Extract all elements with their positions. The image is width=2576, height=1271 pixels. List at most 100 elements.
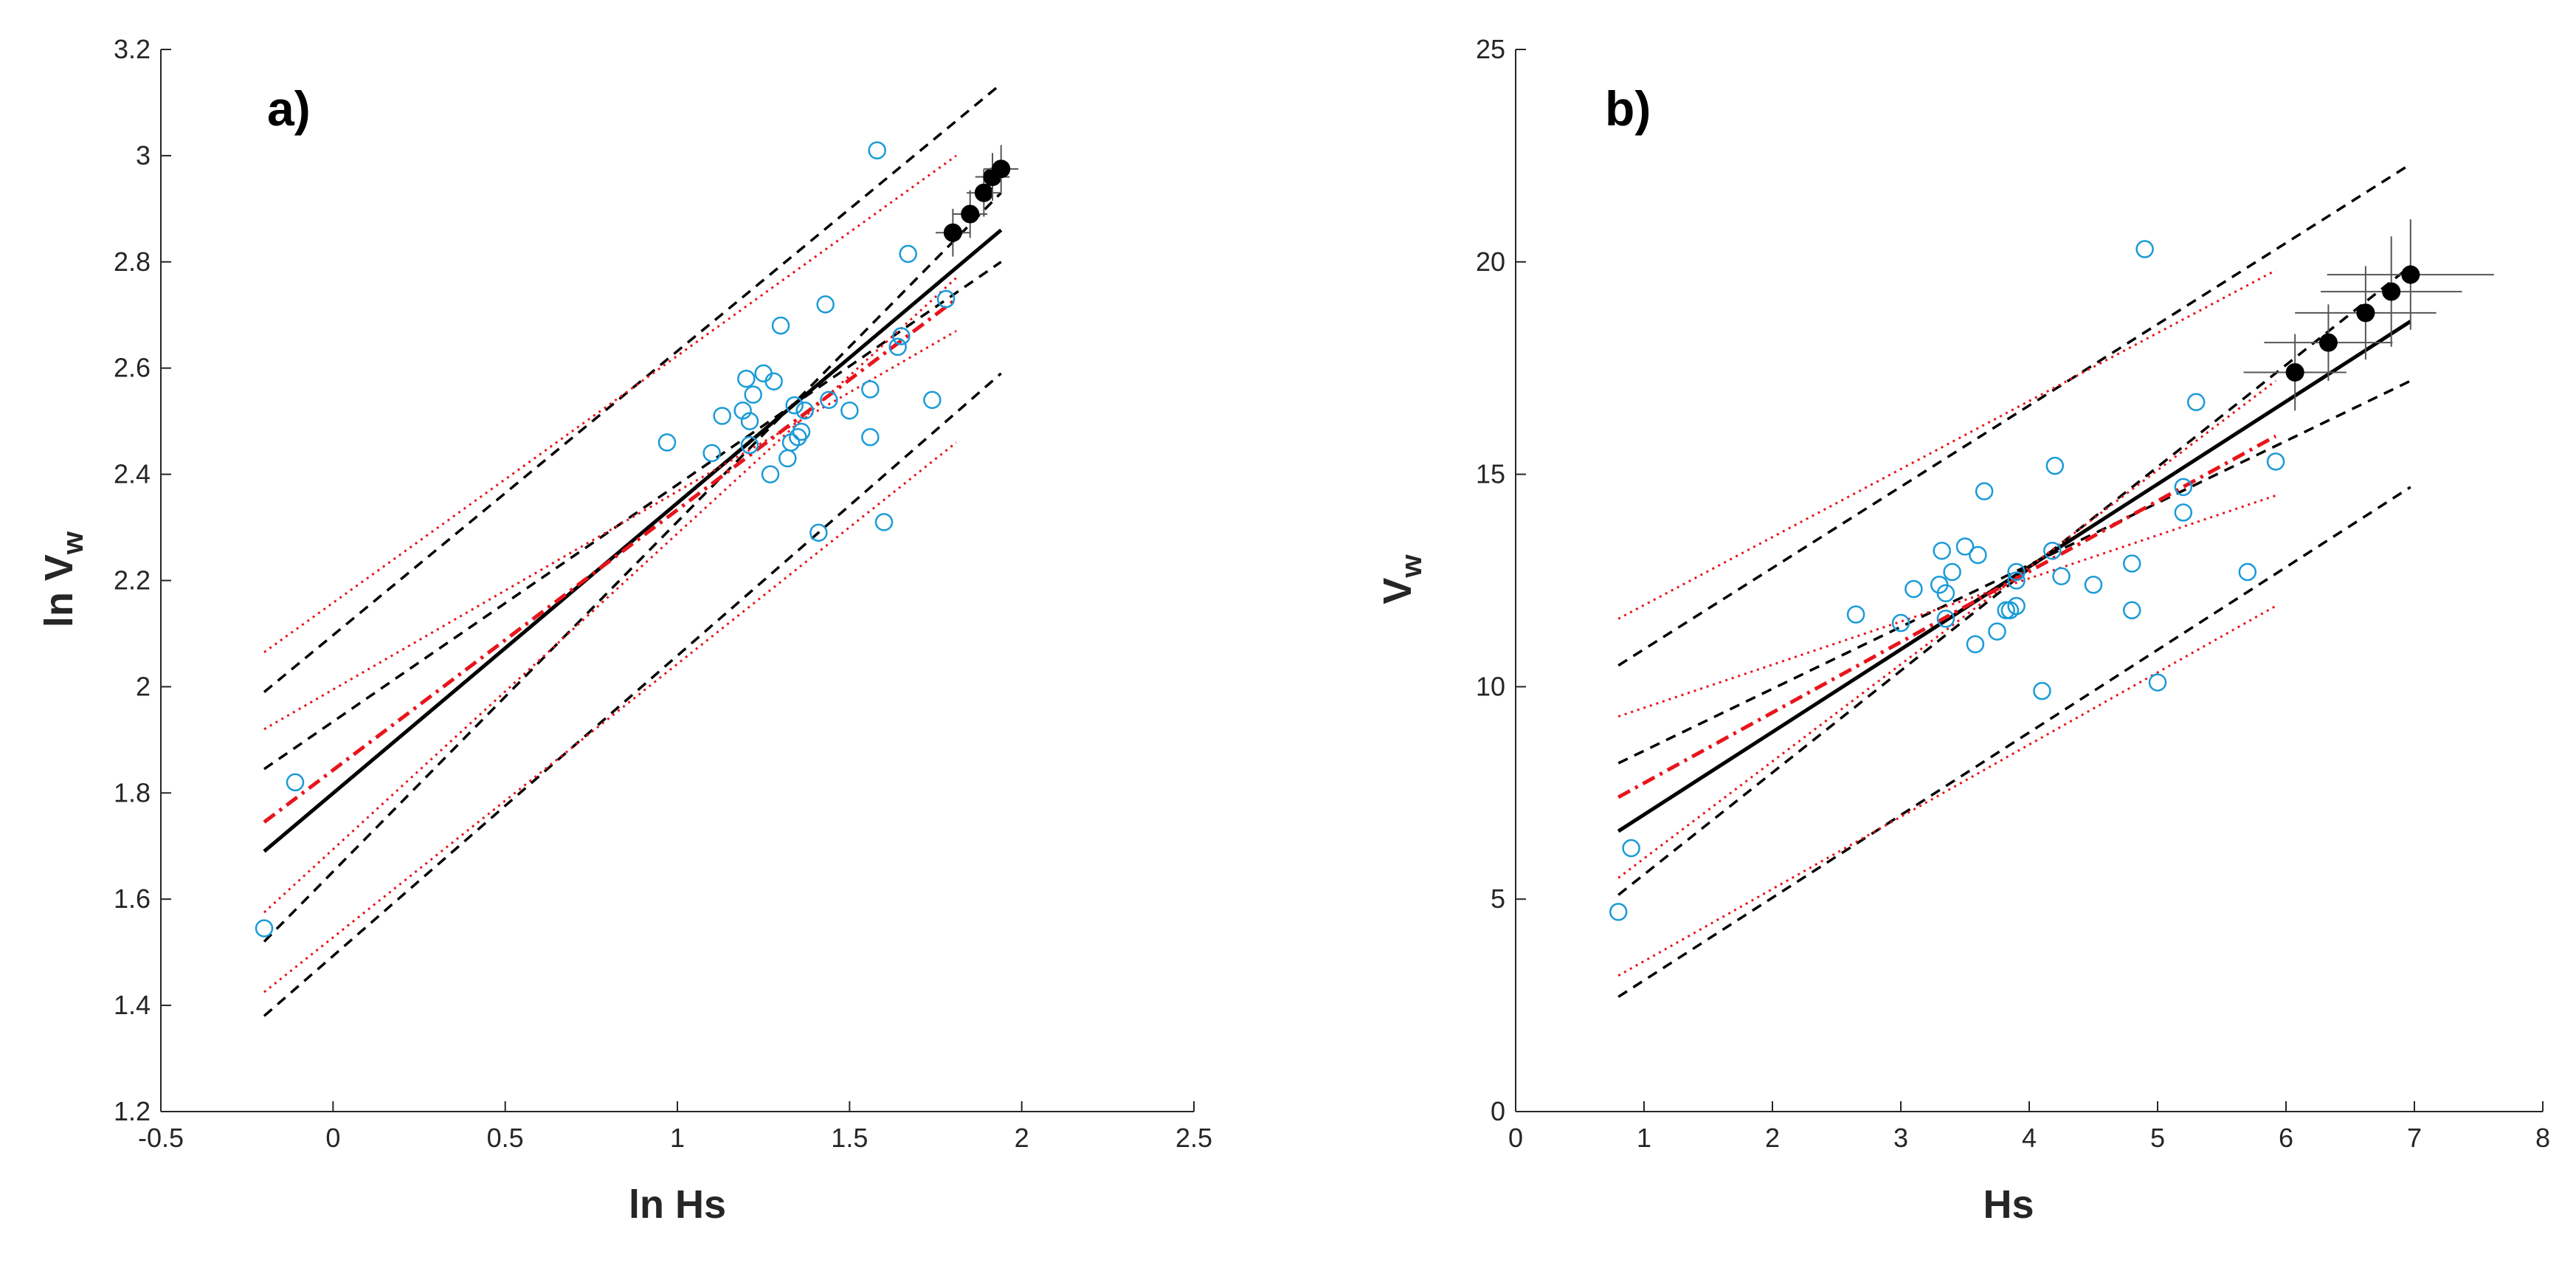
panel-b-observation-point — [2084, 576, 2103, 594]
panel-b-mean-point — [2356, 303, 2375, 323]
panel-a-observation-point — [795, 402, 814, 420]
panel-a-y-tick-label: 3 — [136, 140, 151, 170]
panel-a-observation-point — [255, 919, 274, 938]
panel-a-x-tick-label: 2.5 — [1175, 1123, 1212, 1153]
panel-a-y-axis-title-main: ln V — [37, 554, 81, 627]
panel-b-y-tick-label: 15 — [1476, 459, 1505, 489]
panel-b-observation-point — [1988, 622, 2006, 641]
panel-b-x-axis-title: Hs — [1983, 1182, 2034, 1227]
panel-a-observation-point — [792, 422, 811, 441]
panel-a-chart: a) ln Hs ln Vw -0.5 0 0.5 1 1.5 2 2.5 1.2 1.4 1.6… — [37, 34, 1212, 1227]
panel-b-mean-point — [2401, 265, 2420, 284]
panel-a-observation-point — [899, 244, 917, 264]
panel-b-observation-point — [2186, 393, 2206, 411]
panel-b-x-tick-label: 8 — [2535, 1123, 2550, 1153]
panel-a-mean-point — [943, 223, 962, 242]
panel-a-y-tick-label: 1.4 — [114, 990, 151, 1020]
panel-a-x-tick-label: 0 — [325, 1123, 340, 1153]
panel-a-x-tick-label: 2 — [1015, 1123, 1029, 1153]
panel-a-y-axis-title: ln Vw — [37, 531, 89, 627]
panel-b-observation-point — [1966, 635, 1985, 654]
panel-b-observation-point — [2033, 681, 2051, 700]
panel-a-observation-point — [744, 385, 762, 404]
panel-a-x-tick-label: -0.5 — [138, 1123, 184, 1153]
panel-b-observation-point — [2052, 567, 2071, 585]
panel-b-observation-point — [2148, 673, 2167, 692]
panel-b-observation-point — [1936, 584, 1955, 603]
panel-b-observation-point — [2174, 503, 2193, 522]
panel-a-x-tick-label: 1.5 — [831, 1123, 868, 1153]
panel-b-alternative-confidence-upper-line — [1617, 494, 2276, 718]
panel-a-mean-point — [992, 159, 1011, 179]
panel-a-y-tick-label: 1.2 — [114, 1096, 151, 1126]
panel-a-observation-point — [785, 396, 804, 415]
panel-b-observation-point — [2007, 596, 2026, 616]
panel-a-y-tick-label: 3.2 — [114, 34, 151, 64]
panel-b-observation-point — [2045, 456, 2065, 475]
panel-a-confidence-band-lower-line — [263, 192, 1002, 943]
panel-b-label: b) — [1605, 81, 1651, 136]
panel-b-observation-point — [2043, 541, 2062, 560]
panel-a-observation-point — [789, 427, 807, 447]
panel-b-y-axis-title: Vw — [1375, 554, 1428, 604]
panel-a-y-tick-label: 1.8 — [114, 777, 151, 807]
panel-b-observation-point — [2007, 571, 2026, 590]
panel-b-mean-point — [2382, 282, 2401, 301]
panel-b-observation-point — [1969, 545, 1987, 565]
panel-b-fit-line — [1617, 320, 2412, 833]
panel-b-alternative-fit-line — [1617, 434, 2277, 799]
panel-b-mean-point — [2318, 333, 2338, 352]
panel-a-observation-point — [840, 402, 859, 420]
panel-b-observation-point — [2174, 478, 2193, 497]
panel-a-observation-point — [771, 316, 790, 335]
panel-b-observation-point — [1905, 579, 1923, 599]
panel-a-observation-point — [874, 513, 894, 531]
panel-b-y-axis-title-subscript: w — [1395, 554, 1428, 579]
panel-b-y-axis-title-main: V — [1375, 578, 1420, 604]
panel-b-alternative-confidence-lower-line — [1617, 379, 2276, 879]
panel-b-chart: b) Hs Vw 0 1 2 3 4 5 6 7 8 0 5 10 15 20 25 — [1375, 34, 2550, 1227]
panel-b-x-tick-label: 0 — [1508, 1123, 1523, 1153]
panel-a-alternative-prediction-lower-line — [263, 441, 957, 993]
panel-a-y-tick-label: 1.6 — [114, 884, 151, 914]
panel-a-confidence-band-upper-line — [263, 261, 1002, 771]
panel-b-mean-point — [2285, 362, 2304, 382]
panel-b-x-tick-label: 7 — [2407, 1123, 2422, 1153]
panel-b-observation-point — [1933, 541, 1951, 560]
panel-a-x-axis-title: ln Hs — [629, 1182, 726, 1227]
panel-a-observation-point — [936, 289, 956, 309]
panel-b-x-tick-label: 2 — [1765, 1123, 1780, 1153]
panel-a-mean-point — [974, 183, 993, 202]
panel-a-observation-point — [923, 390, 942, 410]
panel-a-observation-point — [868, 141, 886, 159]
panel-a-observation-point — [286, 773, 305, 792]
panel-a-alternative-prediction-upper-line — [263, 154, 957, 653]
panel-a-observation-point — [816, 295, 835, 314]
panel-a-y-tick-label: 2 — [136, 671, 151, 701]
panel-a-observation-point — [740, 412, 759, 430]
panel-b-y-tick-label: 0 — [1491, 1096, 1505, 1126]
panel-b-observation-point — [1622, 838, 1640, 858]
panel-b-observation-point — [1975, 482, 1994, 500]
panel-b-observation-point — [2007, 562, 2026, 582]
panel-b-observation-point — [2122, 601, 2141, 620]
panel-b-y-tick-label: 10 — [1476, 671, 1505, 701]
panel-b-x-tick-label: 4 — [2022, 1123, 2037, 1153]
panel-a-y-tick-label: 2.8 — [114, 247, 151, 277]
panel-b-x-tick-label: 6 — [2279, 1123, 2293, 1153]
panel-a-alternative-fit-line — [263, 297, 958, 824]
panel-a-y-axis-title-subscript: w — [57, 531, 89, 555]
panel-a-y-tick-label: 2.2 — [114, 565, 151, 596]
panel-b-observation-point — [1609, 903, 1628, 921]
panel-a-prediction-band-lower-line — [263, 372, 1002, 1017]
panel-b-prediction-band-upper-line — [1617, 162, 2411, 667]
panel-b-observation-point — [1936, 610, 1955, 628]
panel-b-observation-point — [1891, 613, 1910, 633]
panel-a-observation-point — [657, 433, 677, 452]
panel-b-x-tick-label: 3 — [1893, 1123, 1908, 1153]
panel-b-observation-point — [2238, 562, 2257, 582]
panel-a-y-tick-label: 2.6 — [114, 353, 151, 383]
panel-a-observation-point — [740, 435, 759, 455]
panel-a-mean-point — [961, 204, 980, 224]
panel-a-x-tick-label: 0.5 — [487, 1123, 524, 1153]
